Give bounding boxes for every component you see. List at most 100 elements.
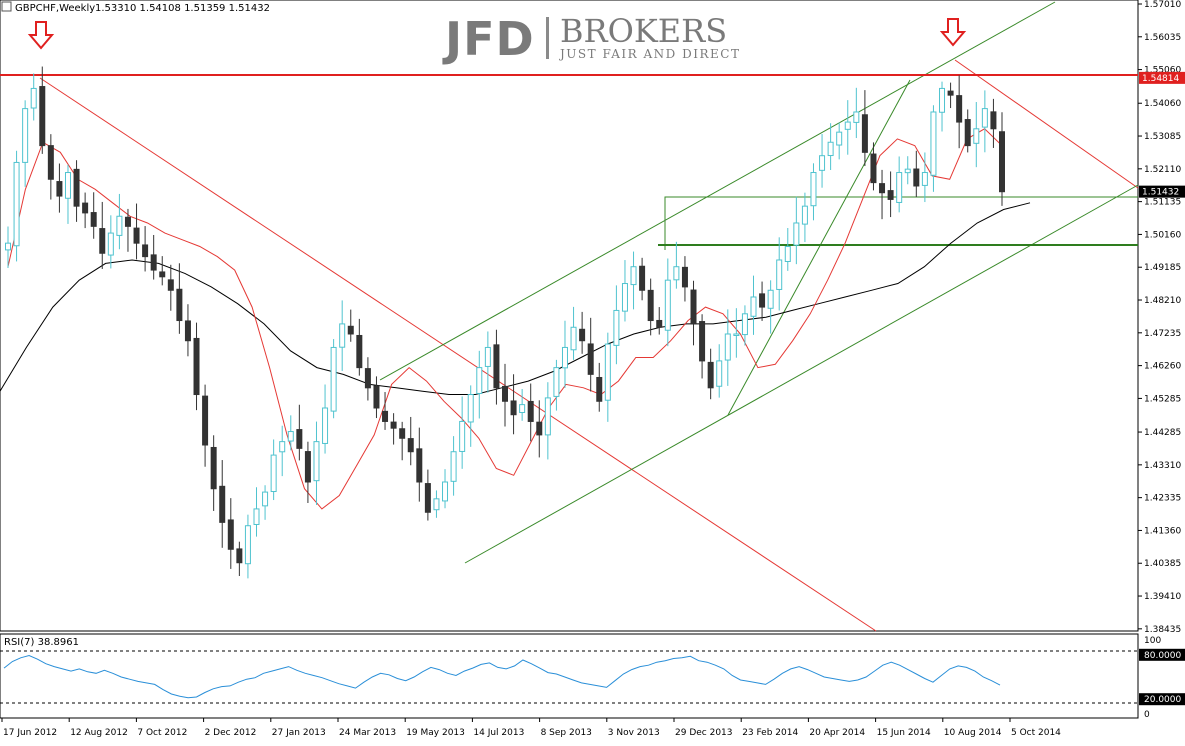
x-tick-label: 15 Jun 2014 <box>877 728 931 738</box>
y-tick-label: 1.45285 <box>1144 394 1181 404</box>
candle-up <box>339 323 346 348</box>
rsi-level-tag <box>1139 693 1185 706</box>
y-tick-label: 1.40385 <box>1144 559 1181 569</box>
candle-up <box>613 309 620 346</box>
candle-up <box>801 205 808 225</box>
candle-up <box>107 232 114 256</box>
candle-up <box>570 326 577 351</box>
candle-down <box>159 271 166 278</box>
brand-tagline: JUST FAIR AND DIRECT <box>558 47 740 61</box>
price-tag-label: 1.54814 <box>1142 74 1179 84</box>
candle-down <box>39 86 46 147</box>
candle-down <box>236 548 243 564</box>
candle-up <box>741 313 748 336</box>
candle-down <box>227 519 234 550</box>
x-tick-label: 5 Oct 2014 <box>1011 728 1061 738</box>
candle-up <box>279 441 286 453</box>
candle-down <box>99 228 106 254</box>
x-tick-label: 2 Dec 2012 <box>205 728 257 738</box>
symbol-label: GBPCHF,Weekly <box>15 3 95 14</box>
down-arrow-icon <box>27 21 55 50</box>
rsi-tick-label: 80.0000 <box>1144 651 1181 661</box>
rsi-level-tag <box>1139 648 1185 661</box>
main-pane-frame <box>0 0 1139 632</box>
candle-up <box>330 346 337 412</box>
candle-up <box>921 172 928 186</box>
candle-down <box>596 376 603 402</box>
candle-down <box>390 421 397 429</box>
candle-down <box>990 111 997 130</box>
candle-down <box>184 320 191 342</box>
channel-upper-line <box>379 1 1056 381</box>
candle-down <box>407 438 414 453</box>
candle-up <box>30 87 37 109</box>
candle-down <box>699 321 706 362</box>
candle-down <box>142 244 149 258</box>
candle-up <box>262 491 269 507</box>
candle-up <box>64 172 71 199</box>
candle-down <box>587 343 594 375</box>
y-tick-label: 1.46260 <box>1144 362 1181 372</box>
candle-up <box>467 394 474 423</box>
candle-up <box>459 420 466 452</box>
candle-up <box>604 343 611 401</box>
y-tick-label: 1.51135 <box>1144 198 1181 208</box>
rsi-tick-label: 0 <box>1144 710 1150 720</box>
candle-up <box>544 397 551 436</box>
rsi-axis: 100 80.0000 20.0000 0 <box>1139 636 1185 720</box>
rsi-line <box>3 654 1001 699</box>
candle-up <box>476 367 483 394</box>
candle-down <box>210 446 217 490</box>
price-axis: 1.57010 1.56035 1.55060 1.54060 1.53085 1.521… <box>1138 0 1181 635</box>
candle-up <box>442 481 449 502</box>
candle-down <box>656 319 663 328</box>
brand-watermark: JFD BROKERS JUST FAIR AND DIRECT <box>442 12 740 66</box>
candle-down <box>416 448 423 483</box>
candle-down <box>124 216 131 227</box>
steep-support-line <box>727 79 911 416</box>
x-tick-label: 20 Apr 2014 <box>809 728 865 738</box>
candle-up <box>939 87 946 113</box>
price-tag-label: 1.51432 <box>1142 188 1179 198</box>
chart-header: GBPCHF,Weekly 1.53310 1.54108 1.51359 1.… <box>1 1 270 14</box>
candle-down <box>399 428 406 439</box>
candle-down <box>90 212 97 227</box>
rsi-tick-label: 20.0000 <box>1144 695 1181 705</box>
symbol-toggle-icon[interactable] <box>1 1 12 12</box>
candle-down <box>870 153 877 184</box>
candle-up <box>553 367 560 397</box>
candle-down <box>639 265 646 291</box>
candle-up <box>836 131 843 146</box>
candle-up <box>433 498 440 511</box>
x-tick-label: 10 Aug 2014 <box>944 728 1002 738</box>
candle-down <box>202 395 209 446</box>
y-tick-label: 1.47235 <box>1144 329 1181 339</box>
rsi-title: RSI(7) 38.8961 <box>4 637 79 648</box>
candle-up <box>664 279 671 331</box>
candle-down <box>690 289 697 325</box>
candle-up <box>844 121 851 130</box>
candle-down <box>493 344 500 389</box>
candle-down <box>364 368 371 389</box>
y-tick-label: 1.50160 <box>1144 230 1181 240</box>
candle-down <box>527 400 534 422</box>
candle-down <box>681 266 688 288</box>
x-tick-label: 8 Sep 2013 <box>541 728 592 738</box>
candle-down <box>424 483 431 513</box>
candle-down <box>373 385 380 409</box>
candlestick-series <box>5 66 1005 579</box>
y-tick-label: 1.54060 <box>1144 99 1181 109</box>
y-tick-label: 1.44285 <box>1144 428 1181 438</box>
candle-down <box>150 254 157 271</box>
x-tick-label: 7 Oct 2012 <box>137 728 187 738</box>
candle-up <box>819 155 826 171</box>
y-tick-label: 1.55060 <box>1144 66 1181 76</box>
candle-down <box>879 183 886 194</box>
y-tick-label: 1.52110 <box>1144 165 1181 175</box>
candle-up <box>930 111 937 176</box>
x-tick-label: 27 Jan 2013 <box>272 728 326 738</box>
candle-down <box>176 288 183 322</box>
candle-up <box>253 508 260 525</box>
